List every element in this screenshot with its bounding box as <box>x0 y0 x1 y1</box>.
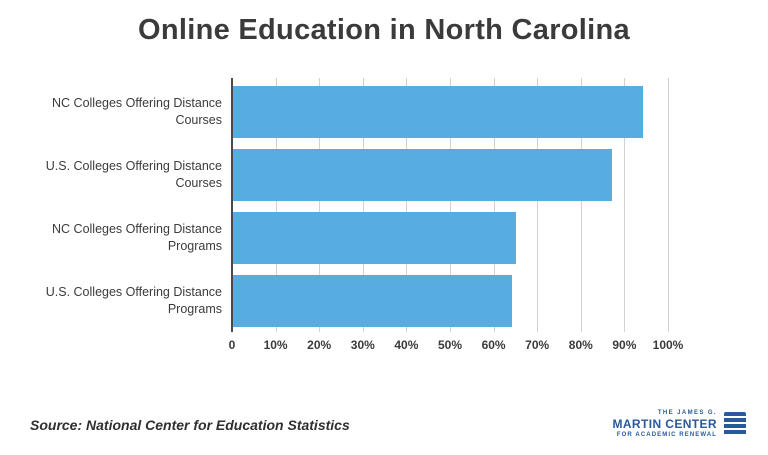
martin-center-logo-icon <box>724 412 746 436</box>
bar-0 <box>233 86 643 138</box>
martin-center-logo-text: THE JAMES G. MARTIN CENTER FOR ACADEMIC … <box>612 410 717 438</box>
x-tick-label-30: 30% <box>350 338 375 352</box>
x-tick-label-50: 50% <box>437 338 463 352</box>
gridline-50 <box>450 78 451 332</box>
category-label-0: NC Colleges Offering Distance Courses <box>52 96 222 127</box>
x-tick-label-20: 20% <box>307 338 332 352</box>
martin-center-logo: THE JAMES G. MARTIN CENTER FOR ACADEMIC … <box>612 410 746 438</box>
x-tick-label-100: 100% <box>652 338 684 352</box>
gridline-30 <box>362 78 364 332</box>
source-note: Source: National Center for Education St… <box>30 417 350 433</box>
gridline-10 <box>275 78 277 332</box>
y-axis-line <box>231 78 233 332</box>
category-label-3: U.S. Colleges Offering Distance Programs <box>45 285 222 316</box>
x-tick-label-80: 80% <box>568 338 593 352</box>
x-tick-label-0: 0 <box>228 338 236 352</box>
x-tick-label-10: 10% <box>263 338 288 352</box>
gridline-100 <box>668 78 669 332</box>
category-label-2: NC Colleges Offering Distance Programs <box>52 222 222 253</box>
bar-3 <box>233 275 513 327</box>
gridline-40 <box>406 78 408 332</box>
gridline-20 <box>319 78 321 332</box>
chart-title: Online Education in North Carolina <box>138 14 630 46</box>
logo-line-3: FOR ACADEMIC RENEWAL <box>616 432 717 438</box>
x-tick-label-90: 90% <box>612 338 637 352</box>
gridline-90 <box>624 78 626 332</box>
gridline-70 <box>537 78 539 332</box>
gridline-80 <box>580 78 582 332</box>
bar-2 <box>233 212 517 264</box>
x-tick-label-60: 60% <box>481 338 506 352</box>
logo-line-2: MARTIN CENTER <box>612 417 717 431</box>
x-tick-label-40: 40% <box>394 338 419 352</box>
gridline-60 <box>493 78 495 332</box>
category-label-1: U.S. Colleges Offering Distance Courses <box>45 159 222 190</box>
logo-line-1: THE JAMES G. <box>657 410 717 416</box>
bar-1 <box>233 149 613 201</box>
plot-area <box>231 78 669 332</box>
x-tick-label-70: 70% <box>525 338 550 352</box>
